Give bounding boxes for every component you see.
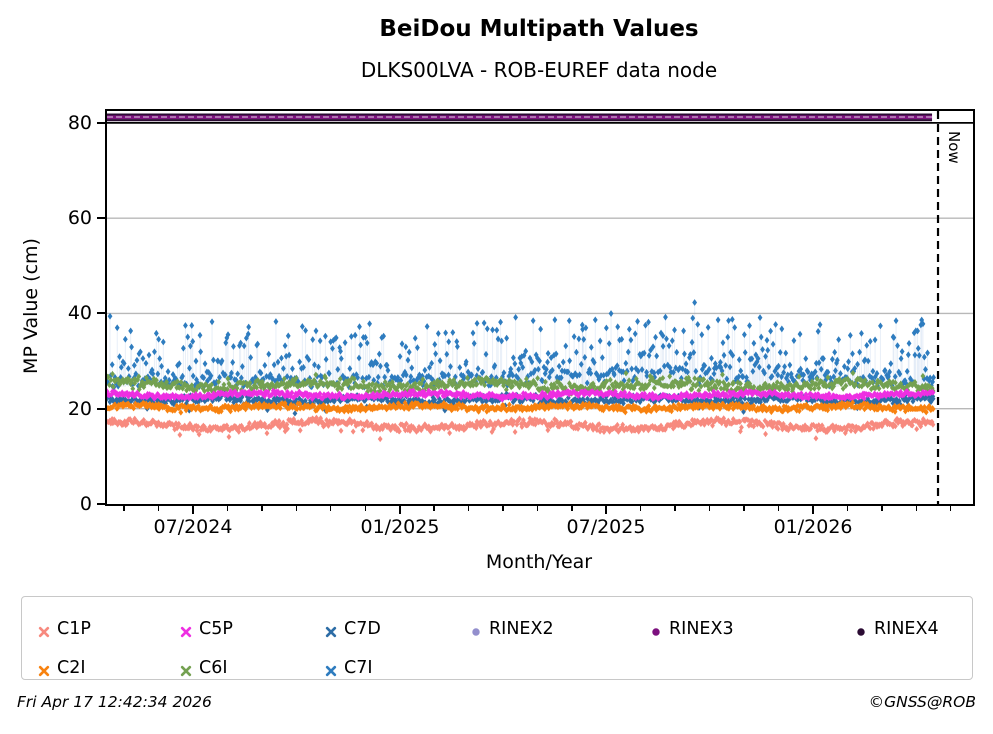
y-tick-label: 60 [67, 207, 92, 230]
x-tick-label: 01/2026 [773, 516, 853, 538]
dot-marker-icon [470, 623, 482, 636]
x-tick-label: 07/2024 [153, 516, 233, 538]
legend-label: C1P [57, 619, 91, 639]
x-minor-tick-mark [226, 506, 229, 511]
plot-canvas [107, 111, 973, 504]
legend-label: C6I [199, 658, 228, 678]
legend-label: C7I [344, 658, 373, 678]
x-minor-tick-mark [846, 506, 849, 511]
x-minor-tick-mark [708, 506, 711, 511]
chart-subtitle: DLKS00LVA - ROB-EUREF data node [360, 58, 718, 82]
x-tick-label: 07/2025 [566, 516, 646, 538]
x-minor-tick-mark [950, 506, 952, 511]
copyright-credit: ©GNSS@ROB [868, 693, 976, 711]
y-tick-mark [97, 121, 105, 124]
chart-title: BeiDou Multipath Values [379, 16, 699, 42]
x-minor-tick-mark [123, 506, 125, 511]
y-tick-mark [97, 312, 105, 315]
x-axis-label: Month/Year [485, 551, 593, 573]
legend-label: RINEX4 [874, 619, 939, 639]
x-minor-tick-mark [261, 506, 263, 511]
x-minor-tick-mark [915, 506, 917, 511]
x-major-tick-mark [604, 506, 607, 514]
x-minor-tick-mark [571, 506, 573, 511]
x-major-tick-mark [812, 506, 815, 514]
legend-label: C2I [57, 658, 86, 678]
x-major-tick-mark [398, 506, 401, 514]
y-tick-mark [97, 407, 105, 410]
y-axis-label: MP Value (cm) [20, 238, 42, 374]
plot-area [105, 109, 975, 506]
now-annotation: Now [945, 131, 963, 164]
x-minor-tick-mark [330, 506, 332, 511]
y-tick-label: 40 [67, 302, 92, 325]
x-minor-tick-mark [640, 506, 642, 511]
x-minor-tick-mark [674, 506, 676, 511]
legend-label: C7D [344, 619, 381, 639]
x-minor-tick-mark [536, 506, 539, 511]
x-minor-tick-mark [364, 506, 366, 511]
x-minor-tick-mark [743, 506, 745, 511]
x-marker-icon [180, 623, 192, 638]
x-marker-icon [325, 623, 337, 638]
y-tick-mark [97, 217, 105, 220]
y-tick-mark [97, 503, 105, 505]
y-tick-label: 20 [67, 397, 92, 420]
y-tick-label: 80 [67, 111, 92, 134]
legend-box: C1P C5P C7D RINEX2 RINEX3 RINEX4 C2I C6I C7I [21, 596, 973, 680]
y-tick-label: 0 [79, 493, 92, 515]
x-marker-icon [38, 662, 50, 677]
dot-marker-icon [650, 623, 662, 636]
legend-label: RINEX3 [669, 619, 734, 639]
x-marker-icon [325, 662, 337, 677]
x-marker-icon [180, 662, 192, 677]
x-minor-tick-mark [433, 506, 435, 511]
plot-timestamp: Fri Apr 17 12:42:34 2026 [17, 693, 212, 711]
dot-marker-icon [855, 623, 867, 636]
legend-label: RINEX2 [489, 619, 554, 639]
x-tick-label: 01/2025 [360, 516, 440, 538]
x-minor-tick-mark [467, 506, 470, 511]
x-minor-tick-mark [881, 506, 883, 511]
x-minor-tick-mark [777, 506, 780, 511]
legend-label: C5P [199, 619, 233, 639]
x-minor-tick-mark [295, 506, 298, 511]
x-major-tick-mark [191, 506, 194, 514]
x-minor-tick-mark [502, 506, 504, 511]
x-minor-tick-mark [157, 506, 160, 511]
x-marker-icon [38, 623, 50, 638]
